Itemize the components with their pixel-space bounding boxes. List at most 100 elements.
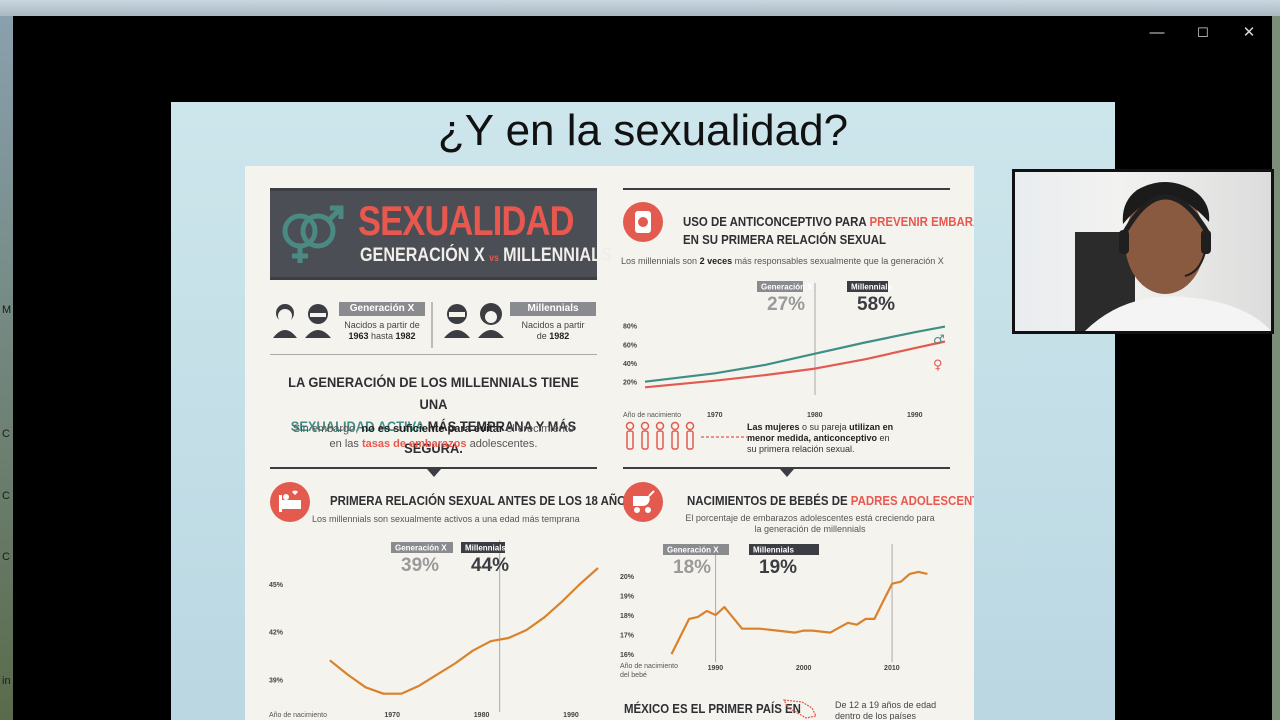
contraceptive-icon bbox=[623, 202, 663, 242]
gender-legend-icon: ♀ bbox=[933, 358, 943, 373]
x-tick-label: 2010 bbox=[884, 665, 900, 672]
webcam-overlay[interactable] bbox=[1012, 169, 1274, 334]
highlight-tag-label: Millennials bbox=[465, 544, 506, 553]
generations-separator bbox=[431, 302, 433, 348]
series-line bbox=[670, 570, 928, 655]
contraceptive-note: Las mujeres o su pareja utilizan en meno… bbox=[747, 422, 937, 455]
headline: LA GENERACIÓN DE LOS MILLENNIALS TIENE U… bbox=[283, 371, 584, 459]
banner-subtitle-genx: GENERACIÓN X bbox=[360, 245, 485, 266]
contraceptive-title-a: USO DE ANTICONCEPTIVO PARA bbox=[683, 214, 867, 229]
maximize-button[interactable]: ☐ bbox=[1197, 25, 1209, 40]
highlight-tag-label: Generación X bbox=[395, 544, 447, 553]
contraceptive-subtitle: Los millennials son 2 veces más responsa… bbox=[621, 256, 961, 267]
divider-pointer bbox=[780, 469, 794, 477]
subtext-bold: no es suficiente para evitar bbox=[361, 423, 504, 435]
highlight-tag-bg bbox=[757, 281, 803, 292]
genx-desc-text: Nacidos a partir de bbox=[344, 320, 420, 330]
x-axis-label: Año de nacimiento bbox=[620, 663, 678, 670]
highlight-value: 39% bbox=[401, 555, 439, 576]
births-sub-line1: El porcentaje de embarazos adolescentes … bbox=[685, 513, 935, 523]
genx-year-start: 1963 bbox=[348, 331, 369, 341]
x-axis-label: del bebé bbox=[620, 672, 647, 679]
note-bold: Las mujeres bbox=[747, 422, 800, 432]
highlight-value: 18% bbox=[673, 557, 711, 578]
desktop-icon-label[interactable]: C bbox=[2, 428, 10, 440]
subtext-part: Sin embargo, bbox=[292, 423, 359, 435]
note-part: en bbox=[879, 433, 890, 443]
highlight-tag-bg bbox=[391, 542, 453, 553]
note-part: o su pareja bbox=[802, 422, 847, 432]
note-part: su primera relación sexual. bbox=[747, 444, 855, 454]
genx-tag: Generación X bbox=[339, 302, 425, 316]
divider bbox=[270, 354, 597, 355]
desktop-wallpaper-top bbox=[0, 0, 1280, 16]
x-tick-label: 1990 bbox=[708, 665, 724, 672]
genx-desc-mid: hasta bbox=[370, 331, 394, 341]
x-tick-label: 1970 bbox=[707, 412, 723, 419]
gender-symbols-icon bbox=[282, 205, 344, 263]
y-tick-label: 18% bbox=[620, 613, 635, 620]
births-subtitle: El porcentaje de embarazos adolescentes … bbox=[665, 513, 955, 535]
webcam-video bbox=[1015, 172, 1271, 331]
highlight-tag-label: Generación X bbox=[667, 546, 719, 555]
genx-description: Nacidos a partir de 1963 hasta 1982 bbox=[339, 320, 425, 342]
desktop-icon-label[interactable]: in bbox=[2, 675, 11, 687]
section-divider bbox=[623, 467, 950, 469]
x-tick-label: 1990 bbox=[907, 412, 923, 419]
x-tick-label: 1970 bbox=[384, 712, 400, 719]
millennials-tag: Millennials bbox=[510, 302, 596, 316]
headline-highlight: SEXUALIDAD ACTIVA bbox=[290, 418, 425, 434]
highlight-tag-bg bbox=[847, 281, 888, 292]
close-button[interactable]: ✕ bbox=[1242, 24, 1256, 41]
millennials-desc-text: Nacidos a partir bbox=[521, 320, 585, 330]
genx-people-icon bbox=[273, 304, 331, 338]
banner-subtitle-millennials: MILLENNIALS bbox=[503, 245, 612, 266]
infographic: SEXUALIDAD GENERACIÓN X vs MILLENNIALS G… bbox=[245, 166, 974, 720]
genx-year-end: 1982 bbox=[395, 331, 416, 341]
highlight-value: 44% bbox=[471, 555, 509, 576]
desktop-icon-label[interactable]: M bbox=[2, 304, 12, 316]
y-tick-label: 39% bbox=[269, 677, 284, 684]
minimize-button[interactable]: — bbox=[1149, 24, 1165, 41]
y-tick-label: 20% bbox=[620, 574, 635, 581]
desktop-wallpaper-right bbox=[1272, 16, 1280, 720]
series-line bbox=[644, 340, 946, 389]
y-tick-label: 16% bbox=[620, 652, 635, 659]
connector-arrow bbox=[701, 436, 747, 438]
mexico-note: De 12 a 19 años de edad dentro de los pa… bbox=[835, 700, 965, 720]
x-tick-label: 1980 bbox=[807, 412, 823, 419]
headline-line1: LA GENERACIÓN DE LOS MILLENNIALS TIENE U… bbox=[288, 374, 579, 412]
x-tick-label: 1990 bbox=[563, 712, 579, 719]
first-relation-subtitle: Los millennials son sexualmente activos … bbox=[312, 514, 580, 524]
note-bold: utilizan en bbox=[849, 422, 894, 432]
section-divider bbox=[623, 188, 950, 190]
mexico-note-line1: De 12 a 19 años de edad bbox=[835, 700, 937, 710]
infographic-banner: SEXUALIDAD GENERACIÓN X vs MILLENNIALS bbox=[270, 188, 612, 280]
sub-part: Los millennials son bbox=[621, 256, 698, 266]
y-tick-label: 20% bbox=[623, 380, 638, 387]
contraceptive-title-b: EN SU PRIMERA RELACIÓN SEXUAL bbox=[683, 232, 886, 247]
slide-title: ¿Y en la sexualidad? bbox=[437, 106, 849, 155]
note-bold: menor medida, anticonceptivo bbox=[747, 433, 878, 443]
bed-icon bbox=[270, 482, 310, 522]
highlight-tag-bg bbox=[663, 544, 729, 555]
desktop-icon-label[interactable]: C bbox=[2, 490, 10, 502]
highlight-tag-bg bbox=[461, 542, 505, 553]
millennials-desc-mid: de bbox=[536, 331, 547, 341]
y-tick-label: 17% bbox=[620, 633, 635, 640]
section-divider bbox=[270, 467, 597, 469]
highlight-tag-label: Millennials bbox=[851, 283, 892, 292]
subtext-part: adolescentes. bbox=[469, 438, 538, 450]
y-tick-label: 60% bbox=[623, 342, 638, 349]
x-tick-label: 2000 bbox=[796, 665, 812, 672]
y-tick-label: 42% bbox=[269, 630, 284, 637]
highlight-value: 27% bbox=[767, 294, 805, 315]
contraceptive-title: USO DE ANTICONCEPTIVO PARA PREVENIR EMBA… bbox=[683, 213, 974, 249]
millennials-description: Nacidos a partir de 1982 bbox=[510, 320, 596, 342]
series-line bbox=[329, 567, 599, 695]
y-tick-label: 80% bbox=[623, 324, 638, 331]
births-title-highlight: PADRES ADOLESCENTES bbox=[850, 493, 974, 508]
presenter-video-icon bbox=[1075, 182, 1271, 331]
subtext-part: el crecimiento bbox=[506, 423, 575, 435]
desktop-icon-label[interactable]: C bbox=[2, 551, 10, 563]
